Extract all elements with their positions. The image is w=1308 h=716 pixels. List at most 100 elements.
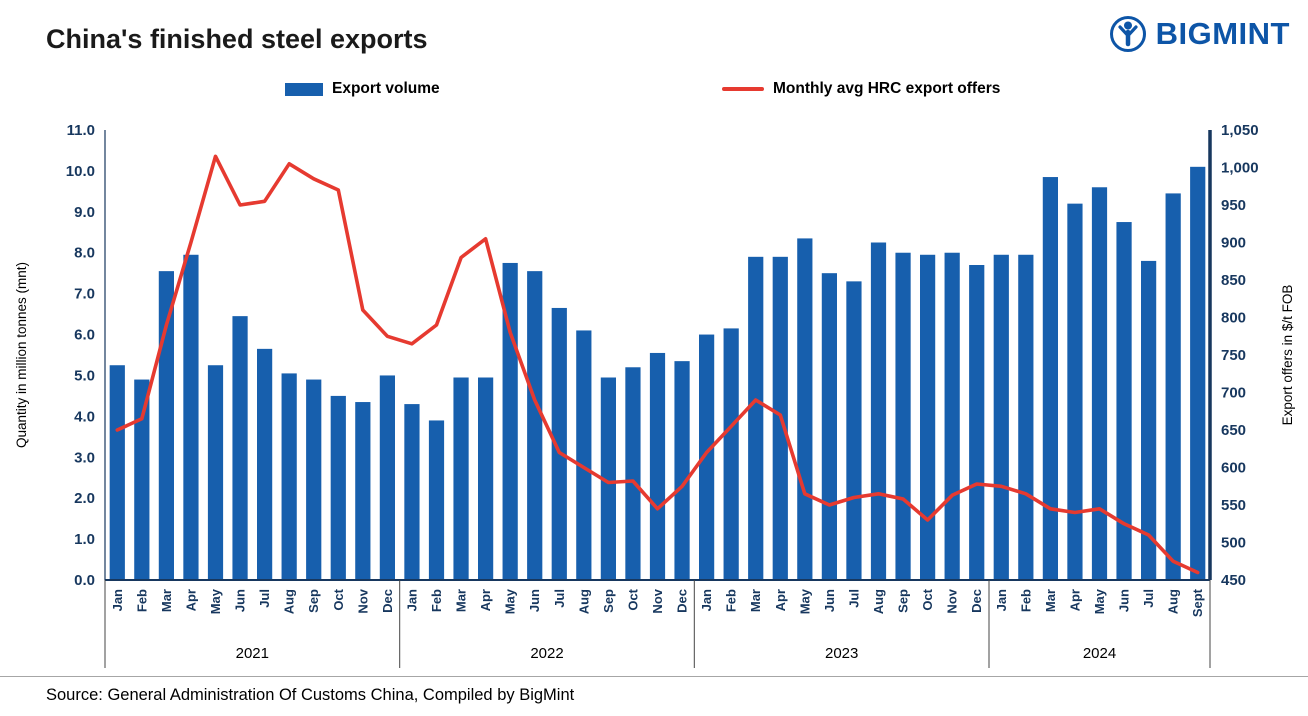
year-label: 2022 (530, 645, 563, 662)
month-label: Nov (650, 588, 665, 613)
month-label: Jun (822, 589, 837, 612)
export-volume-bar (404, 404, 420, 580)
bigmint-logo-text: BIGMINT (1155, 16, 1290, 51)
month-label: May (208, 588, 223, 614)
export-volume-swatch (285, 82, 323, 96)
export-volume-bar (895, 252, 911, 581)
month-label: Apr (478, 589, 493, 611)
export-volume-bar (1018, 254, 1034, 580)
export-volume-bar (821, 273, 837, 580)
export-volume-bar (183, 254, 199, 580)
y-left-tick-label: 2.0 (74, 490, 95, 507)
month-label: Aug (576, 589, 591, 614)
export-volume-bar (748, 256, 764, 580)
month-label: Jun (1117, 589, 1132, 612)
export-volume-bar (576, 330, 592, 580)
y-right-tick-label: 450 (1221, 572, 1246, 589)
hrc-offers-swatch (722, 87, 764, 91)
month-label: Jul (846, 589, 861, 608)
y-left-tick-label: 1.0 (74, 531, 95, 548)
export-volume-bar (1067, 203, 1083, 580)
y-right-tick-label: 650 (1221, 422, 1246, 439)
y-right-axis-title: Export offers in $/t FOB (1280, 285, 1295, 426)
export-volume-bar (625, 367, 641, 580)
export-volume-bar (1165, 193, 1181, 580)
y-right-tick-label: 550 (1221, 497, 1246, 514)
export-volume-bar (232, 316, 248, 580)
y-right-tick-label: 1,050 (1221, 122, 1259, 139)
year-label: 2024 (1083, 645, 1116, 662)
export-volume-bar (993, 254, 1009, 580)
export-volume-bar (1190, 166, 1206, 580)
month-label: May (503, 588, 518, 614)
month-label: Sep (601, 589, 616, 613)
y-left-tick-label: 8.0 (74, 245, 95, 262)
chart-svg: 0.0 1.0 2.0 3.0 4.0 5.0 6.0 7.0 8.0 9.0 10.0 11.0 45… (14, 122, 1295, 668)
export-volume-bar (428, 420, 445, 580)
legend-hrc-offers-label: Monthly avg HRC export offers (773, 80, 1001, 97)
month-label: Aug (871, 589, 886, 614)
source-divider (0, 676, 1308, 677)
y-left-tick-label: 5.0 (74, 368, 95, 385)
month-label: Dec (380, 589, 395, 613)
export-volume-bar (379, 375, 395, 580)
y-right-tick-label: 900 (1221, 235, 1246, 252)
month-label: Jan (110, 589, 125, 611)
year-label: 2023 (825, 645, 858, 662)
export-volume-bar (1141, 260, 1157, 580)
year-label: 2021 (236, 645, 269, 662)
y-left-tick-label: 3.0 (74, 449, 95, 466)
month-label: Nov (945, 588, 960, 613)
legend-item-hrc-offers: Monthly avg HRC export offers (722, 80, 1000, 98)
month-label: Feb (134, 589, 149, 612)
y-right-tick-label: 600 (1221, 460, 1246, 477)
month-label: May (1092, 588, 1107, 614)
month-label: Jun (233, 589, 248, 612)
month-label: Apr (773, 589, 788, 611)
month-label: Oct (331, 588, 346, 610)
export-volume-bar (674, 361, 690, 580)
month-label: Jul (257, 589, 272, 608)
bigmint-logo-icon (1109, 16, 1146, 52)
export-volume-bar (699, 334, 715, 580)
month-label: Jan (404, 589, 419, 611)
y-right-tick-label: 800 (1221, 310, 1246, 327)
month-label: Oct (920, 588, 935, 610)
month-label: Jan (699, 589, 714, 611)
export-volume-bar (870, 242, 887, 580)
month-label: Nov (355, 588, 370, 613)
export-volume-bar (306, 379, 322, 580)
export-volume-bar (1116, 222, 1132, 581)
legend-export-volume-label: Export volume (332, 80, 440, 97)
month-label: Jul (1141, 589, 1156, 608)
y-left-tick-label: 4.0 (74, 408, 95, 425)
month-label: Mar (1043, 589, 1058, 612)
export-volume-bar (920, 254, 936, 580)
month-label: Oct (625, 588, 640, 610)
month-label: Sept (1190, 588, 1205, 617)
month-label: Dec (969, 589, 984, 613)
export-volume-bar (846, 281, 862, 580)
y-right-tick-label: 1,000 (1221, 160, 1259, 177)
export-volume-bar (969, 265, 985, 580)
export-volume-bar (649, 352, 666, 580)
export-volume-bar (478, 377, 494, 580)
export-volume-bar (158, 271, 174, 580)
month-label: Mar (454, 589, 469, 612)
export-volume-bar (944, 252, 960, 581)
month-label: Feb (724, 589, 739, 612)
export-volume-bar (1091, 187, 1108, 580)
month-label: Jun (527, 589, 542, 612)
month-label: Feb (429, 589, 444, 612)
export-volume-bar (1042, 177, 1058, 581)
export-volume-bar (600, 377, 616, 580)
month-label: Mar (159, 589, 174, 612)
month-label: Jan (994, 589, 1009, 611)
source-note: Source: General Administration Of Custom… (46, 686, 575, 704)
export-volume-bar (207, 365, 224, 580)
chart-area: 0.0 1.0 2.0 3.0 4.0 5.0 6.0 7.0 8.0 9.0 10.0 11.0 45… (0, 108, 1308, 674)
month-label: May (797, 588, 812, 614)
y-left-axis-title: Quantity in million tonnes (mnt) (14, 262, 29, 448)
month-label: Dec (675, 589, 690, 613)
